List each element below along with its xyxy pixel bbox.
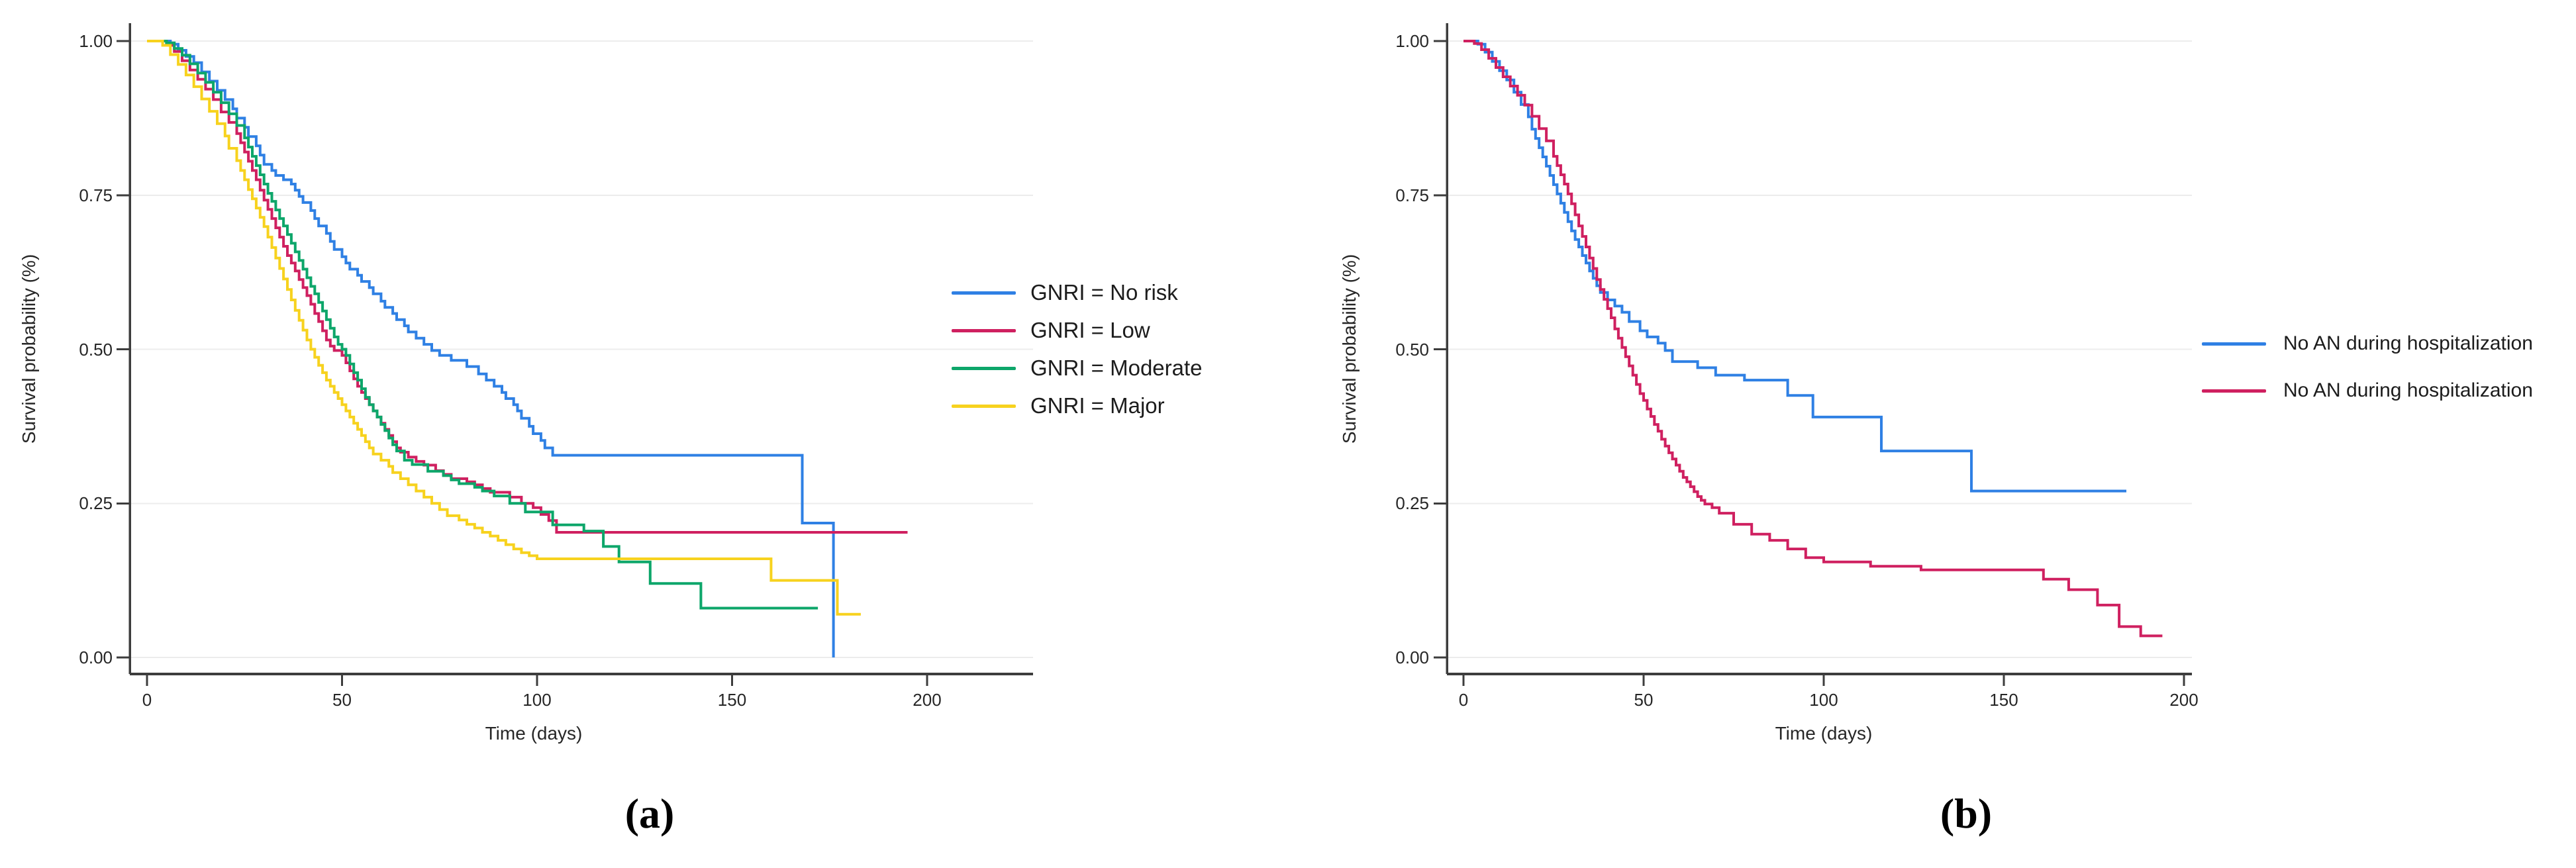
x-tick-label: 50 [332,690,352,710]
y-tick-label: 0.00 [79,648,113,667]
y-axis-title-a: Survival probability (%) [19,254,39,444]
legend-line-swatch [952,328,1016,332]
legend-label: No AN during hospitalization [2283,332,2533,354]
x-tick-label: 0 [1458,690,1469,710]
y-tick-label: 0.75 [1395,185,1429,205]
panel-caption-a: (a) [624,790,675,837]
legend-label: GNRI = No risk [1030,280,1178,305]
y-tick-label: 0.50 [1395,339,1429,360]
legend-item-major: GNRI = Major [952,390,1165,422]
legend-line-swatch [952,366,1016,370]
legend-line-swatch [2202,342,2266,346]
x-tick-label: 200 [913,690,942,710]
x-tick-label: 0 [142,690,152,710]
y-tick-label: 0.75 [79,185,113,205]
x-tick-label: 100 [1809,690,1838,710]
x-tick-label: 50 [1634,690,1654,710]
legend-line-swatch [2202,389,2266,393]
y-tick-label: 0.25 [79,493,113,514]
y-tick-label: 0.25 [1395,493,1429,514]
legend-item-moderate: GNRI = Moderate [952,352,1203,384]
x-axis-title-b: Time (days) [1775,723,1873,744]
legend-line-swatch [952,291,1016,295]
y-tick-label: 0.00 [1395,648,1429,667]
km-curve [147,40,861,616]
legend-label: No AN during hospitalization [2283,379,2533,401]
legend-line-swatch [952,404,1016,408]
y-axis-title-b: Survival probability (%) [1339,254,1360,444]
km-curve [147,40,908,534]
legend-label: GNRI = Low [1030,318,1150,342]
km-curve [1463,40,2163,638]
legend-label: GNRI = Moderate [1030,356,1203,380]
x-tick-label: 150 [1989,690,2018,710]
panel-caption-b: (b) [1940,790,1993,837]
y-tick-label: 0.50 [79,339,113,360]
legend-item-no-an-crimson: No AN during hospitalization [2202,375,2533,407]
km-curve [1463,40,2126,493]
y-tick-label: 1.00 [1395,31,1429,51]
legend-item-low: GNRI = Low [952,314,1150,346]
km-curve [147,40,835,657]
x-tick-label: 200 [2169,690,2199,710]
x-axis-title-a: Time (days) [485,723,583,744]
x-tick-label: 100 [522,690,552,710]
legend-item-no-an-blue: No AN during hospitalization [2202,328,2533,360]
y-tick-label: 1.00 [79,31,113,51]
legend-item-no-risk: GNRI = No risk [952,277,1178,309]
x-tick-label: 150 [717,690,747,710]
km-curve [147,40,818,610]
legend-label: GNRI = Major [1030,393,1165,418]
